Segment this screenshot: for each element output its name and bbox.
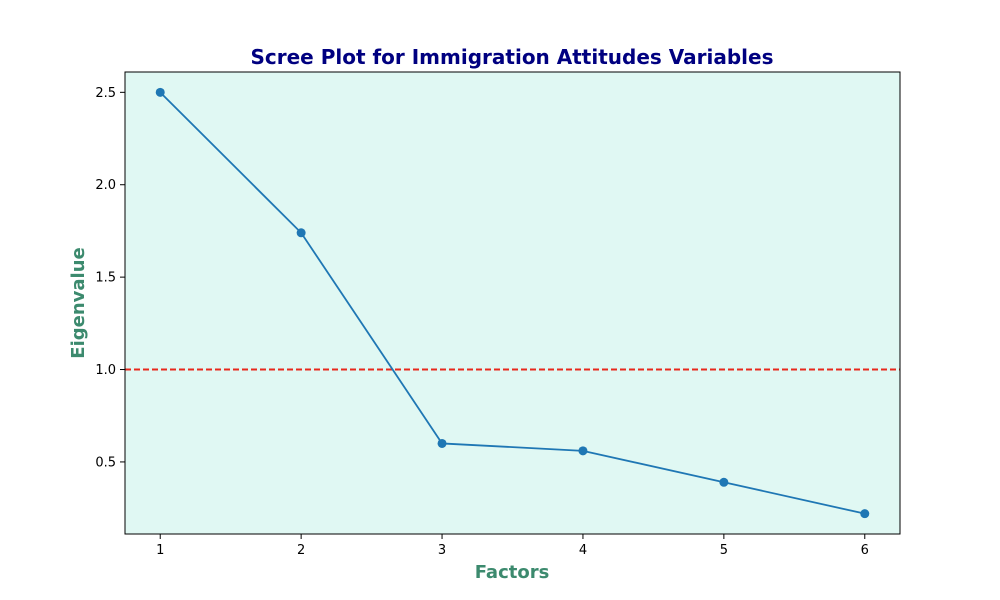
x-tick-label: 4 xyxy=(579,543,587,558)
x-axis-ticks: 1 2 3 4 5 6 xyxy=(156,534,869,558)
data-point xyxy=(719,477,729,487)
x-tick-label: 3 xyxy=(438,543,446,558)
y-tick-label: 0.5 xyxy=(95,455,116,470)
series-group xyxy=(155,87,870,519)
data-point xyxy=(578,446,588,456)
data-point xyxy=(860,509,870,519)
plot-area xyxy=(125,72,900,534)
data-point xyxy=(437,438,447,448)
x-tick-label: 5 xyxy=(720,543,728,558)
series-line xyxy=(159,91,865,515)
chart-title: Scree Plot for Immigration Attitudes Var… xyxy=(250,45,773,69)
y-axis-ticks: 0.5 1.0 1.5 2.0 2.5 xyxy=(95,86,125,470)
y-tick-label: 1.0 xyxy=(95,363,116,378)
y-axis-label: Eigenvalue xyxy=(68,247,89,358)
x-tick-label: 1 xyxy=(156,543,164,558)
data-point xyxy=(296,228,306,238)
data-point xyxy=(155,87,165,97)
y-tick-label: 1.5 xyxy=(95,271,116,286)
y-tick-label: 2.5 xyxy=(95,86,116,101)
x-tick-label: 6 xyxy=(861,543,869,558)
x-axis-label: Factors xyxy=(475,562,550,583)
x-tick-label: 2 xyxy=(297,543,305,558)
plot-frame xyxy=(124,71,901,535)
y-tick-label: 2.0 xyxy=(95,178,116,193)
